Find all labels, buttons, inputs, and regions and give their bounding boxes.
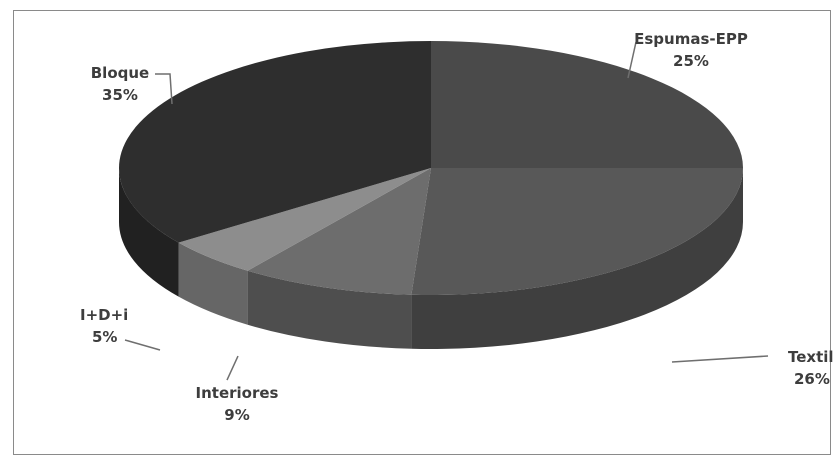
side-bloque: [119, 168, 179, 297]
leader-idi: [124, 339, 161, 351]
label-bloque-pct: 35%: [102, 86, 138, 104]
label-bloque-name: Bloque: [91, 64, 149, 82]
label-textil-name: Textil: [788, 348, 834, 366]
slice-bloque: [119, 41, 431, 243]
label-idi-pct: 5%: [92, 328, 117, 346]
label-textil-pct: 26%: [794, 370, 830, 388]
slice-i-d-i: [178, 168, 431, 271]
label-interiores-name: Interiores: [196, 384, 279, 402]
slice-textil: [411, 168, 743, 295]
label-espumas-name: Espumas-EPP: [634, 30, 748, 48]
side-interiores: [247, 270, 412, 349]
leader-textil: [671, 355, 769, 363]
chart-frame: [13, 10, 831, 455]
pie-tops: [119, 41, 743, 295]
label-espumas-pct: 25%: [673, 52, 709, 70]
slice-interiores: [247, 168, 431, 295]
pie-sides: [119, 168, 744, 349]
label-idi-name: I+D+i: [80, 306, 128, 324]
leader-espumas: [627, 41, 637, 79]
label-interiores-pct: 9%: [224, 406, 249, 424]
leader-bloque: [155, 73, 173, 105]
side-i-d-i: [178, 242, 248, 325]
side-textil: [411, 168, 744, 349]
slice-espumas-epp: [431, 41, 743, 168]
leader-interiores: [226, 355, 239, 381]
